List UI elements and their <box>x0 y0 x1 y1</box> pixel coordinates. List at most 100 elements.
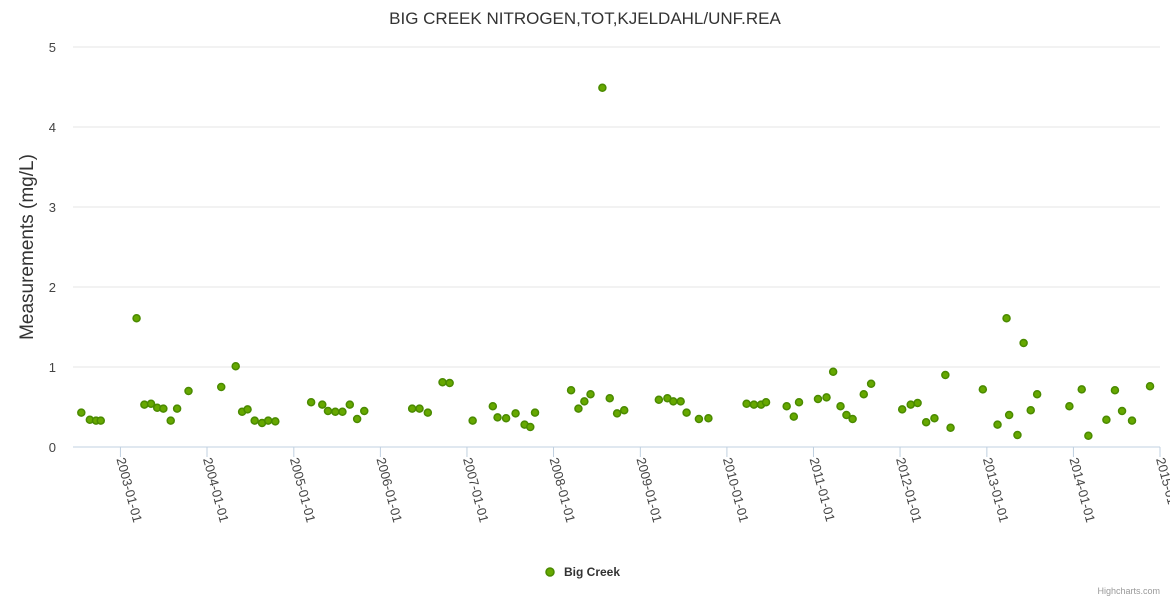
data-point[interactable]: Big Creek: 2007-01-25 — 0.33 <box>468 416 477 425</box>
data-point[interactable]: Big Creek: 2007-09-25 — 0.25 <box>526 422 535 432</box>
data-point[interactable]: Big Creek: 2009-10-15 — 0.36 <box>704 413 713 423</box>
data-point[interactable]: Big Creek: 2004-03-01 — 0.75 <box>216 382 226 392</box>
data-point[interactable]: Big Creek: 2011-04-25 — 0.51 <box>836 401 845 411</box>
legend-marker <box>545 567 555 577</box>
data-point[interactable]: Big Creek: 2006-10-20 — 0.8 <box>445 378 454 388</box>
data-point[interactable]: Big Creek: 2009-07-15 — 0.43 <box>682 408 691 417</box>
data-point[interactable]: Big Creek: 2010-09-10 — 0.51 <box>782 401 791 411</box>
data-point[interactable]: Big Creek: 2003-07-01 — 0.48 <box>159 404 168 413</box>
data-point[interactable]: Big Creek: 2013-12-15 — 0.51 <box>1065 401 1074 411</box>
data-point[interactable]: Big Creek: 2006-06-15 — 0.48 <box>415 404 424 413</box>
y-tick-label: 5 <box>49 40 56 55</box>
data-point[interactable]: Big Creek: 2003-08-28 — 0.48 <box>172 404 182 413</box>
data-point[interactable]: Big Creek: 2007-07-25 — 0.42 <box>511 409 520 418</box>
y-tick-label: 4 <box>49 120 56 135</box>
data-point[interactable]: Big Creek: 2011-06-15 — 0.35 <box>848 414 857 424</box>
data-point[interactable]: Big Creek: 2009-09-05 — 0.35 <box>694 414 704 424</box>
data-point[interactable]: Big Creek: 2003-04-12 — 0.53 <box>140 400 149 409</box>
data-point[interactable]: Big Creek: 2002-07-20 — 0.43 <box>77 408 86 417</box>
data-point[interactable]: Big Creek: 2012-05-25 — 0.36 <box>930 413 939 423</box>
data-point[interactable]: Big Creek: 2014-06-25 — 0.71 <box>1110 385 1120 395</box>
data-point[interactable]: Big Creek: 2014-05-20 — 0.34 <box>1102 415 1111 425</box>
data-point[interactable]: Big Creek: 2012-02-15 — 0.53 <box>906 400 915 409</box>
data-point[interactable]: Big Creek: 2014-11-20 — 0.76 <box>1145 381 1155 391</box>
x-tick-label: 2003-01-01 <box>114 456 146 524</box>
data-point[interactable]: Big Creek: 2008-10-25 — 0.46 <box>619 405 629 415</box>
legend[interactable]: Big Creek <box>545 565 620 579</box>
legend-label-big-creek[interactable]: Big Creek <box>564 565 620 579</box>
data-point[interactable]: Big Creek: 2005-10-25 — 0.45 <box>360 406 369 416</box>
data-point[interactable]: Big Creek: 2013-04-05 — 0.4 <box>1004 410 1014 420</box>
data-point[interactable]: Big Creek: 2005-05-25 — 0.45 <box>323 406 333 416</box>
data-point[interactable]: Big Creek: 2003-05-10 — 0.54 <box>146 399 156 409</box>
data-point[interactable]: Big Creek: 2011-08-01 — 0.66 <box>859 389 869 399</box>
data-point[interactable]: Big Creek: 2004-10-15 — 0.32 <box>271 417 280 426</box>
data-point[interactable]: Big Creek: 2004-06-20 — 0.47 <box>243 405 252 414</box>
data-point[interactable]: Big Creek: 2013-02-15 — 0.28 <box>993 420 1002 429</box>
data-point[interactable]: Big Creek: 2010-10-10 — 0.38 <box>789 412 799 421</box>
x-tick-label: 2012-01-01 <box>893 456 925 524</box>
chart-title: BIG CREEK NITROGEN,TOT,KJELDAHL/UNF.REA <box>389 9 781 28</box>
data-point[interactable]: Big Creek: 2011-02-25 — 0.62 <box>822 393 831 402</box>
data-point[interactable]: Big Creek: 2008-03-15 — 0.71 <box>566 385 576 395</box>
data-point[interactable]: Big Creek: 2011-03-25 — 0.94 <box>828 367 838 377</box>
data-point[interactable]: Big Creek: 2005-07-25 — 0.44 <box>338 407 347 417</box>
data-point[interactable]: Big Creek: 2009-06-20 — 0.57 <box>676 397 685 406</box>
data-point[interactable]: Big Creek: 2009-03-20 — 0.59 <box>654 395 664 405</box>
data-point[interactable]: Big Creek: 2007-04-20 — 0.51 <box>488 401 498 411</box>
data-point[interactable]: Big Creek: 2008-06-05 — 0.66 <box>586 389 595 399</box>
series-big-creek[interactable]: Big Creek: 2002-07-20 — 0.43 Big Creek: 2… <box>77 83 1155 441</box>
data-point[interactable]: Big Creek: 2004-09-15 — 0.33 <box>263 416 273 425</box>
data-point[interactable]: Big Creek: 2009-05-20 — 0.57 <box>669 397 678 406</box>
data-point[interactable]: Big Creek: 2013-08-01 — 0.66 <box>1032 389 1042 399</box>
data-point[interactable]: Big Creek: 2008-08-25 — 0.61 <box>605 393 614 403</box>
data-point[interactable]: Big Creek: 2010-11-01 — 0.56 <box>794 397 804 407</box>
data-point[interactable]: Big Creek: 2007-05-10 — 0.37 <box>493 413 502 422</box>
data-point[interactable]: Big Creek: 2012-01-10 — 0.47 <box>897 405 907 414</box>
data-point[interactable]: Big Creek: 2010-03-25 — 0.54 <box>742 399 751 409</box>
data-point[interactable]: Big Creek: 2014-03-05 — 0.14 <box>1084 431 1093 441</box>
data-point[interactable]: Big Creek: 2005-08-25 — 0.53 <box>345 400 355 409</box>
data-point[interactable]: Big Creek: 2008-07-25 — 4.49 <box>598 83 607 93</box>
data-point[interactable]: Big Creek: 2014-02-05 — 0.72 <box>1077 385 1086 394</box>
x-tick-label: 2013-01-01 <box>980 456 1012 524</box>
data-point[interactable]: Big Creek: 2007-06-15 — 0.36 <box>501 413 511 423</box>
data-point[interactable]: Big Creek: 2013-07-05 — 0.46 <box>1026 405 1035 415</box>
data-point[interactable]: Big Creek: 2012-04-20 — 0.31 <box>921 417 931 427</box>
data-point[interactable]: Big Creek: 2006-05-15 — 0.48 <box>407 404 417 413</box>
y-tick-label: 3 <box>49 200 56 215</box>
data-point[interactable]: Big Creek: 2011-09-01 — 0.79 <box>866 379 876 389</box>
data-point[interactable]: Big Creek: 2007-10-15 — 0.43 <box>530 408 540 417</box>
data-point[interactable]: Big Creek: 2011-01-20 — 0.6 <box>813 394 823 404</box>
data-point[interactable]: Big Creek: 2012-12-15 — 0.72 <box>978 385 988 394</box>
data-point[interactable]: Big Creek: 2006-09-20 — 0.81 <box>438 377 447 387</box>
data-point[interactable]: Big Creek: 2008-09-25 — 0.42 <box>612 409 622 418</box>
data-point[interactable]: Big Creek: 2006-07-20 — 0.43 <box>423 408 433 417</box>
data-point[interactable]: Big Creek: 2012-08-01 — 0.24 <box>946 423 955 433</box>
data-point[interactable]: Big Creek: 2002-10-10 — 0.33 <box>96 416 106 425</box>
data-point[interactable]: Big Creek: 2005-09-25 — 0.35 <box>352 414 362 424</box>
data-point[interactable]: Big Creek: 2012-07-10 — 0.9 <box>941 370 950 380</box>
data-point[interactable]: Big Creek: 2003-08-01 — 0.33 <box>166 416 175 425</box>
data-point[interactable]: Big Creek: 2010-06-15 — 0.56 <box>761 397 771 407</box>
data-point[interactable]: Big Creek: 2010-04-25 — 0.53 <box>749 400 759 409</box>
data-point[interactable]: Big Creek: 2013-06-05 — 1.3 <box>1019 338 1028 348</box>
data-point[interactable]: Big Creek: 2004-07-20 — 0.33 <box>250 416 259 425</box>
credits-link[interactable]: Highcharts.com <box>1097 586 1160 596</box>
data-point[interactable]: Big Creek: 2014-07-25 — 0.45 <box>1117 406 1127 416</box>
y-tick-label: 1 <box>49 360 56 375</box>
data-point[interactable]: Big Creek: 2011-05-20 — 0.4 <box>842 410 851 420</box>
data-point[interactable]: Big Creek: 2005-06-25 — 0.44 <box>331 407 340 417</box>
data-point[interactable]: Big Creek: 2005-03-15 — 0.56 <box>306 397 316 407</box>
data-point[interactable]: Big Creek: 2012-03-15 — 0.55 <box>913 398 922 408</box>
data-point[interactable]: Big Creek: 2014-09-05 — 0.33 <box>1127 416 1137 425</box>
data-point[interactable]: Big Creek: 2004-05-01 — 1.01 <box>231 361 240 371</box>
data-point[interactable]: Big Creek: 2008-05-10 — 0.57 <box>580 397 589 406</box>
data-point[interactable]: Big Creek: 2013-05-10 — 0.15 <box>1013 430 1022 440</box>
data-point[interactable]: Big Creek: 2013-03-25 — 1.61 <box>1002 313 1011 323</box>
data-point[interactable]: Big Creek: 2005-05-01 — 0.53 <box>318 400 327 409</box>
data-point[interactable]: Big Creek: 2008-04-15 — 0.48 <box>574 404 583 413</box>
data-point[interactable]: Big Creek: 2003-03-10 — 1.61 <box>132 313 141 323</box>
data-point[interactable]: Big Creek: 2003-10-15 — 0.7 <box>184 386 193 396</box>
